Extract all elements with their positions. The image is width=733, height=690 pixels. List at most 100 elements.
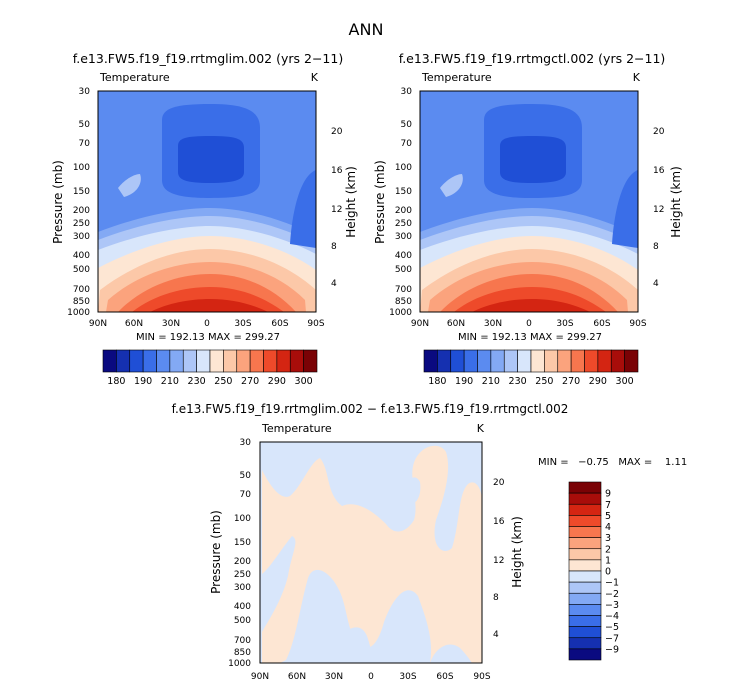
colorbar-swatch — [169, 349, 184, 373]
colorbar-swatch — [423, 349, 438, 373]
colorbar-label: 180 — [107, 376, 125, 387]
x-tick-label: 30N — [325, 672, 343, 682]
x-tick-label: 60S — [436, 672, 453, 682]
panel-1-variable: Temperature — [99, 71, 170, 84]
y-tick-label: 850 — [234, 648, 251, 658]
colorbar-label: 290 — [268, 376, 286, 387]
y-tick-label: 30 — [401, 87, 413, 97]
panel-2-ylabel: Pressure (mb) — [373, 160, 387, 244]
colorbar-swatch — [610, 349, 625, 373]
colorbar-label: 300 — [295, 376, 313, 387]
colorbar-label: 270 — [241, 376, 259, 387]
x-tick-label: 90N — [89, 319, 107, 329]
x-tick-label: 90S — [307, 319, 324, 329]
panel-3-ylabel-right: Height (km) — [510, 516, 524, 587]
colorbar-swatch — [568, 492, 602, 505]
colorbar-label: 210 — [161, 376, 179, 387]
height-tick-label: 8 — [653, 242, 659, 252]
panel-1-x-axis: 90N 60N 30N 0 30S 60S 90S — [89, 319, 325, 329]
y-tick-label: 500 — [73, 265, 90, 275]
colorbar-label: −4 — [605, 611, 619, 622]
y-tick-label: 150 — [395, 187, 412, 197]
colorbar-swatch — [450, 349, 465, 373]
colorbar-swatch — [209, 349, 224, 373]
y-tick-label: 150 — [73, 187, 90, 197]
colorbar-label: 4 — [605, 522, 611, 533]
panel-2-height-axis: 20 16 12 8 4 — [653, 127, 665, 289]
colorbar-label: 300 — [616, 376, 634, 387]
colorbar-swatch — [568, 581, 602, 594]
panel-1-title: f.e13.FW5.f19_f19.rrtmglim.002 (yrs 2−11… — [73, 51, 343, 66]
colorbar-swatch — [223, 349, 238, 373]
x-tick-label: 30S — [399, 672, 416, 682]
y-tick-label: 100 — [234, 514, 251, 524]
band-red — [472, 299, 590, 312]
y-tick-label: 300 — [234, 583, 251, 593]
panel-3-height-axis: 20 16 12 8 4 — [493, 478, 505, 640]
colorbar-swatch — [116, 349, 131, 373]
colorbar-swatch — [303, 349, 318, 373]
y-tick-label: 1000 — [228, 659, 251, 669]
colorbar-swatch — [557, 349, 572, 373]
x-tick-label: 60S — [593, 319, 610, 329]
x-tick-label: 60N — [447, 319, 465, 329]
panel-2-x-axis: 90N 60N 30N 0 30S 60S 90S — [411, 319, 647, 329]
colorbar-swatch — [530, 349, 545, 373]
x-tick-label: 0 — [204, 319, 210, 329]
panel-2-field — [420, 91, 638, 312]
x-tick-label: 0 — [526, 319, 532, 329]
x-tick-label: 30N — [162, 319, 180, 329]
diff-cool-patch — [332, 627, 384, 663]
x-tick-label: 90S — [473, 672, 490, 682]
y-tick-label: 700 — [234, 636, 251, 646]
y-tick-label: 50 — [401, 120, 413, 130]
y-tick-label: 70 — [401, 139, 413, 149]
colorbar-label: 250 — [214, 376, 232, 387]
y-tick-label: 1000 — [67, 308, 90, 318]
colorbar-label: 0 — [605, 567, 611, 578]
x-tick-label: 30S — [234, 319, 251, 329]
colorbar-label: −9 — [605, 644, 619, 655]
colorbar-swatch — [102, 349, 117, 373]
colorbar-swatch — [568, 559, 602, 572]
colorbar-swatch — [544, 349, 559, 373]
colorbar-swatch — [568, 526, 602, 538]
x-tick-label: 90N — [411, 319, 429, 329]
colorbar-label: 210 — [482, 376, 500, 387]
colorbar-label: −1 — [605, 578, 619, 589]
right-stripe — [290, 170, 316, 248]
y-tick-label: 70 — [79, 139, 91, 149]
colorbar-label: 190 — [134, 376, 152, 387]
panel-1-ylabel-right: Height (km) — [344, 166, 358, 237]
height-tick-label: 16 — [493, 517, 505, 527]
colorbar-swatch — [289, 349, 304, 373]
colorbar-swatch — [568, 637, 602, 650]
diff-warm-patch — [262, 445, 482, 663]
y-tick-label: 200 — [73, 206, 90, 216]
panel-2-frame — [419, 90, 639, 313]
y-tick-label: 100 — [73, 163, 90, 173]
colorbar-swatch — [236, 349, 251, 373]
panel-1-ylabel: Pressure (mb) — [51, 160, 65, 244]
colorbar-label: 9 — [605, 489, 611, 500]
colorbar-label: 290 — [589, 376, 607, 387]
colorbar-swatch — [182, 349, 197, 373]
panel-2: f.e13.FW5.f19_f19.rrtmgctl.002 (yrs 2−11… — [373, 51, 683, 387]
x-tick-label: 30S — [556, 319, 573, 329]
panel-1-units: K — [311, 71, 319, 84]
colorbar-swatch — [517, 349, 532, 373]
y-tick-label: 400 — [395, 251, 412, 261]
panel-1: f.e13.FW5.f19_f19.rrtmglim.002 (yrs 2−11… — [51, 51, 358, 387]
x-tick-label: 0 — [368, 672, 374, 682]
colorbar-swatch — [568, 570, 602, 583]
panel-2-units: K — [633, 71, 641, 84]
height-tick-label: 16 — [653, 166, 665, 176]
y-tick-label: 30 — [79, 87, 91, 97]
y-tick-label: 100 — [395, 163, 412, 173]
height-tick-label: 16 — [331, 166, 343, 176]
tropopause-core — [178, 136, 244, 183]
y-tick-label: 200 — [395, 206, 412, 216]
panel-3-variable: Temperature — [261, 422, 332, 435]
x-tick-label: 60N — [125, 319, 143, 329]
